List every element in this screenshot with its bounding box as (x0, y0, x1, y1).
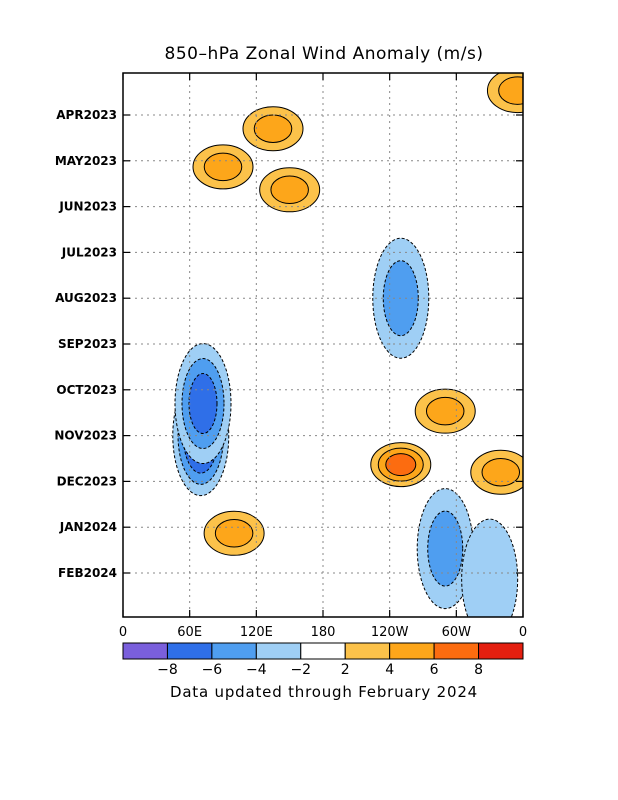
x-tick-label: 60W (442, 625, 472, 640)
anomaly-contour-8-1 (498, 76, 523, 105)
x-tick-label: 120E (240, 625, 273, 640)
anomaly-fill-layer (172, 73, 523, 617)
x-tick-label: 0 (519, 625, 527, 640)
colorbar-label: −8 (157, 662, 178, 678)
anomaly-contour-1-2 (188, 373, 218, 435)
colorbar-label: −4 (246, 662, 267, 678)
anomaly-contour-4-1 (270, 175, 309, 205)
colorbar-swatch (166, 642, 213, 660)
anomaly-contour-9-1 (203, 152, 243, 182)
colorbar-label: 4 (385, 662, 394, 678)
y-tick-label: MAY2023 (55, 154, 117, 168)
y-tick-label: JUN2023 (58, 200, 117, 214)
colorbar-swatch (255, 642, 302, 660)
y-tick-label: JAN2024 (59, 520, 117, 534)
y-tick-label: NOV2023 (54, 429, 117, 443)
x-tick-label: 120W (371, 625, 409, 640)
y-tick-label: DEC2023 (57, 474, 117, 488)
colorbar-label: 2 (341, 662, 350, 678)
x-tick-label: 180 (311, 625, 336, 640)
x-tick-label: 60E (177, 625, 202, 640)
x-tick-label: 0 (119, 625, 127, 640)
colorbar-swatch (300, 642, 346, 660)
anomaly-contour-2-1 (214, 519, 254, 548)
colorbar-label: 6 (430, 662, 439, 678)
colorbar-swatch (478, 642, 524, 660)
anomaly-contour-7-1 (481, 457, 521, 487)
anomaly-contour-3-1 (253, 114, 293, 143)
colorbar: −8 −6 −4 −2 2 4 6 8 (122, 642, 524, 678)
colorbar-swatch (389, 642, 435, 660)
colorbar-swatch (344, 642, 391, 660)
colorbar-swatch (433, 642, 480, 660)
chart-footer: Data updated through February 2024 (169, 683, 479, 701)
y-tick-label: OCT2023 (56, 383, 117, 397)
grid-lines (123, 73, 523, 617)
anomaly-contour-5-2 (385, 453, 417, 477)
colorbar-swatch (211, 642, 257, 660)
colorbar-label: 8 (474, 662, 483, 678)
anomaly-contour-12-0 (461, 518, 519, 617)
y-tick-label: SEP2023 (58, 337, 117, 351)
anomaly-contour-6-1 (425, 396, 465, 426)
chart-title: 850–hPa Zonal Wind Anomaly (m/s) (164, 44, 484, 64)
y-tick-label: FEB2024 (58, 566, 117, 580)
y-tick-label: APR2023 (56, 108, 117, 122)
anomaly-contour-11-1 (427, 510, 464, 587)
y-tick-label: AUG2023 (55, 291, 117, 305)
y-axis: APR2023 MAY2023 JUN2023 JUL2023 AUG2023 SEP20… (54, 108, 523, 580)
colorbar-label: −2 (290, 662, 311, 678)
y-tick-label: JUL2023 (61, 245, 117, 259)
colorbar-label: −6 (202, 662, 223, 678)
x-axis: 0 60E 120E 180 120W 60W 0 (119, 73, 527, 640)
colorbar-swatch (122, 642, 168, 660)
